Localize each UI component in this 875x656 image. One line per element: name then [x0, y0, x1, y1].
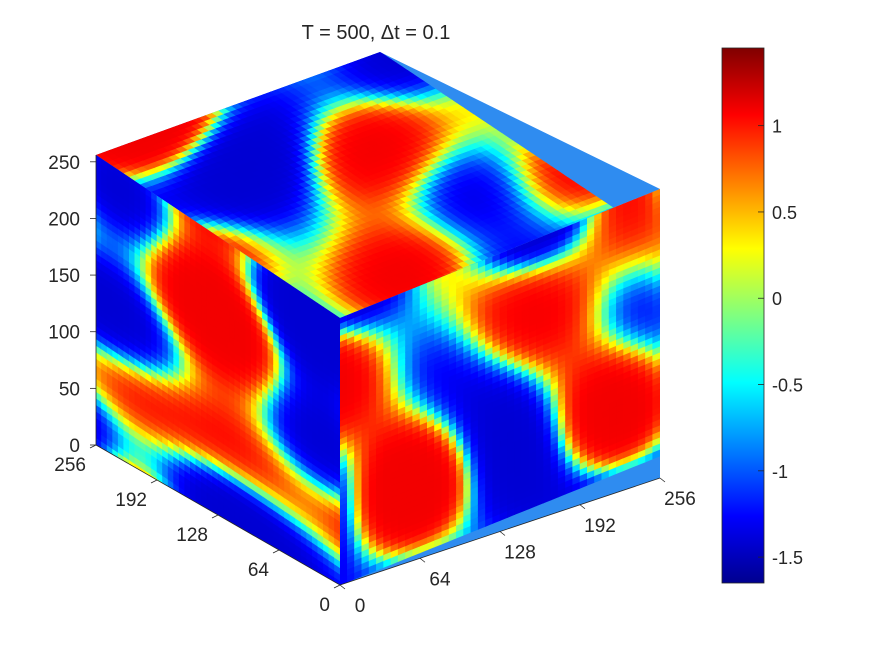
heatmap-cell — [334, 419, 340, 431]
heatmap-cell — [334, 359, 340, 372]
cube-left-face — [96, 155, 341, 608]
heatmap-cell — [239, 534, 246, 546]
heatmap-cell — [334, 445, 340, 457]
heatmap-cell — [335, 591, 341, 601]
heatmap-cell — [278, 553, 285, 565]
heatmap-cell — [334, 511, 340, 523]
heatmap-cell — [267, 546, 274, 558]
heatmap-cell — [311, 575, 319, 585]
heatmap-cell — [278, 560, 285, 572]
heatmap-cell — [311, 582, 319, 585]
heatmap-cell — [256, 545, 263, 557]
heatmap-cell — [273, 556, 280, 568]
heatmap-cell — [262, 548, 269, 561]
heatmap-cell — [251, 541, 258, 553]
heatmap-cell — [306, 578, 313, 585]
heatmap-cell — [228, 526, 235, 539]
heatmap-cell — [334, 412, 340, 425]
heatmap-cell — [334, 524, 340, 537]
heatmap-cell — [334, 458, 340, 471]
heatmap-cell — [334, 353, 340, 365]
heatmap-cell — [289, 560, 296, 573]
chart-title: T = 500, Δt = 0.1 — [302, 22, 451, 44]
heatmap-cell — [334, 557, 340, 570]
heatmap-cell — [334, 392, 340, 405]
heatmap-cell — [334, 333, 340, 345]
heatmap-cell — [295, 571, 302, 583]
heatmap-cell — [334, 379, 340, 392]
heatmap-cell — [334, 531, 340, 543]
heatmap-cell — [223, 523, 230, 535]
heatmap-cell — [190, 500, 197, 513]
heatmap-cell — [334, 478, 340, 490]
heatmap-cell — [334, 544, 340, 556]
heatmap-cell — [317, 579, 324, 585]
heatmap-cell — [334, 564, 340, 576]
heatmap-cell — [334, 551, 340, 563]
heatmap-cell — [206, 511, 213, 524]
heatmap-cell — [334, 465, 340, 477]
heatmap-cell — [256, 538, 263, 551]
heatmap-cell — [334, 570, 340, 583]
heatmap-cell — [289, 567, 296, 579]
heatmap-cell — [323, 576, 330, 585]
heatmap-cell — [328, 580, 335, 585]
cube-right-face — [340, 189, 660, 585]
heatmap-cell — [334, 432, 340, 444]
heatmap-cell — [334, 537, 340, 550]
heatmap-cell — [334, 504, 340, 517]
heatmap-cell — [334, 386, 340, 398]
heatmap-cell — [284, 563, 291, 576]
heatmap-cell — [300, 574, 308, 585]
heatmap-cell — [323, 583, 330, 585]
heatmap-cell — [334, 471, 340, 484]
heatmap-cell — [234, 530, 241, 542]
heatmap-cell — [334, 518, 340, 530]
heatmap-cell — [195, 504, 202, 516]
heatmap-cell — [334, 373, 340, 385]
heatmap-cell — [334, 320, 340, 332]
heatmap-cell — [295, 564, 302, 577]
cube-top-face — [96, 52, 660, 318]
heatmap-cell — [334, 399, 340, 411]
heatmap-cell — [334, 340, 340, 352]
heatmap-cell — [334, 425, 340, 438]
heatmap-cell — [334, 326, 340, 339]
heatmap-cell — [334, 452, 340, 464]
heatmap-cell — [306, 572, 313, 584]
heatmap-cell — [334, 346, 340, 359]
heatmap-cell — [334, 438, 340, 451]
heatmap-cell — [201, 508, 208, 520]
heatmap-cell — [334, 485, 340, 497]
heatmap-cell — [284, 557, 291, 569]
heatmap-cell — [245, 537, 252, 550]
heatmap-cell — [184, 497, 191, 509]
heatmap-cell — [334, 366, 340, 378]
heatmap-cell — [334, 491, 340, 504]
heatmap-cell — [334, 498, 340, 510]
heatmap-cell — [262, 542, 269, 554]
heatmap-cell — [217, 519, 224, 531]
heatmap-cell — [300, 568, 308, 580]
heatmap-cell — [335, 598, 341, 608]
heatmap-cell — [334, 406, 340, 418]
